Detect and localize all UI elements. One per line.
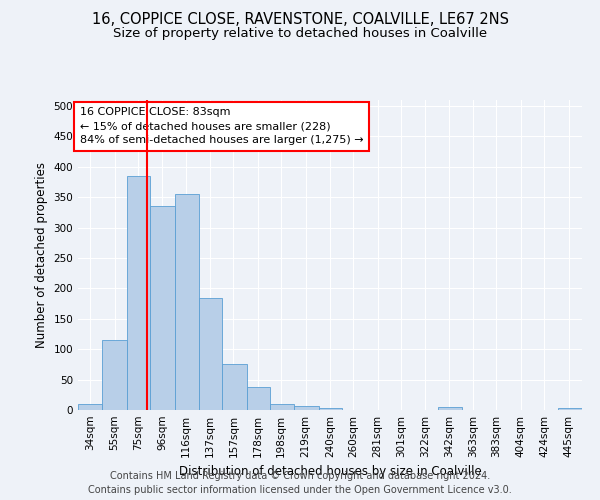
Bar	[127, 176, 150, 410]
Bar	[319, 408, 342, 410]
Bar	[557, 408, 582, 410]
Text: 16, COPPICE CLOSE, RAVENSTONE, COALVILLE, LE67 2NS: 16, COPPICE CLOSE, RAVENSTONE, COALVILLE…	[91, 12, 509, 28]
Bar	[247, 387, 270, 410]
Bar	[295, 406, 319, 410]
Bar	[437, 407, 462, 410]
Bar	[223, 364, 247, 410]
Text: Size of property relative to detached houses in Coalville: Size of property relative to detached ho…	[113, 28, 487, 40]
Text: Contains HM Land Registry data © Crown copyright and database right 2024.
Contai: Contains HM Land Registry data © Crown c…	[88, 471, 512, 495]
Text: 16 COPPICE CLOSE: 83sqm
← 15% of detached houses are smaller (228)
84% of semi-d: 16 COPPICE CLOSE: 83sqm ← 15% of detache…	[80, 108, 364, 146]
Bar	[103, 340, 127, 410]
Bar	[150, 206, 175, 410]
Bar	[270, 404, 295, 410]
Bar	[199, 298, 223, 410]
X-axis label: Distribution of detached houses by size in Coalville: Distribution of detached houses by size …	[179, 466, 481, 478]
Bar	[175, 194, 199, 410]
Bar	[78, 404, 103, 410]
Y-axis label: Number of detached properties: Number of detached properties	[35, 162, 48, 348]
